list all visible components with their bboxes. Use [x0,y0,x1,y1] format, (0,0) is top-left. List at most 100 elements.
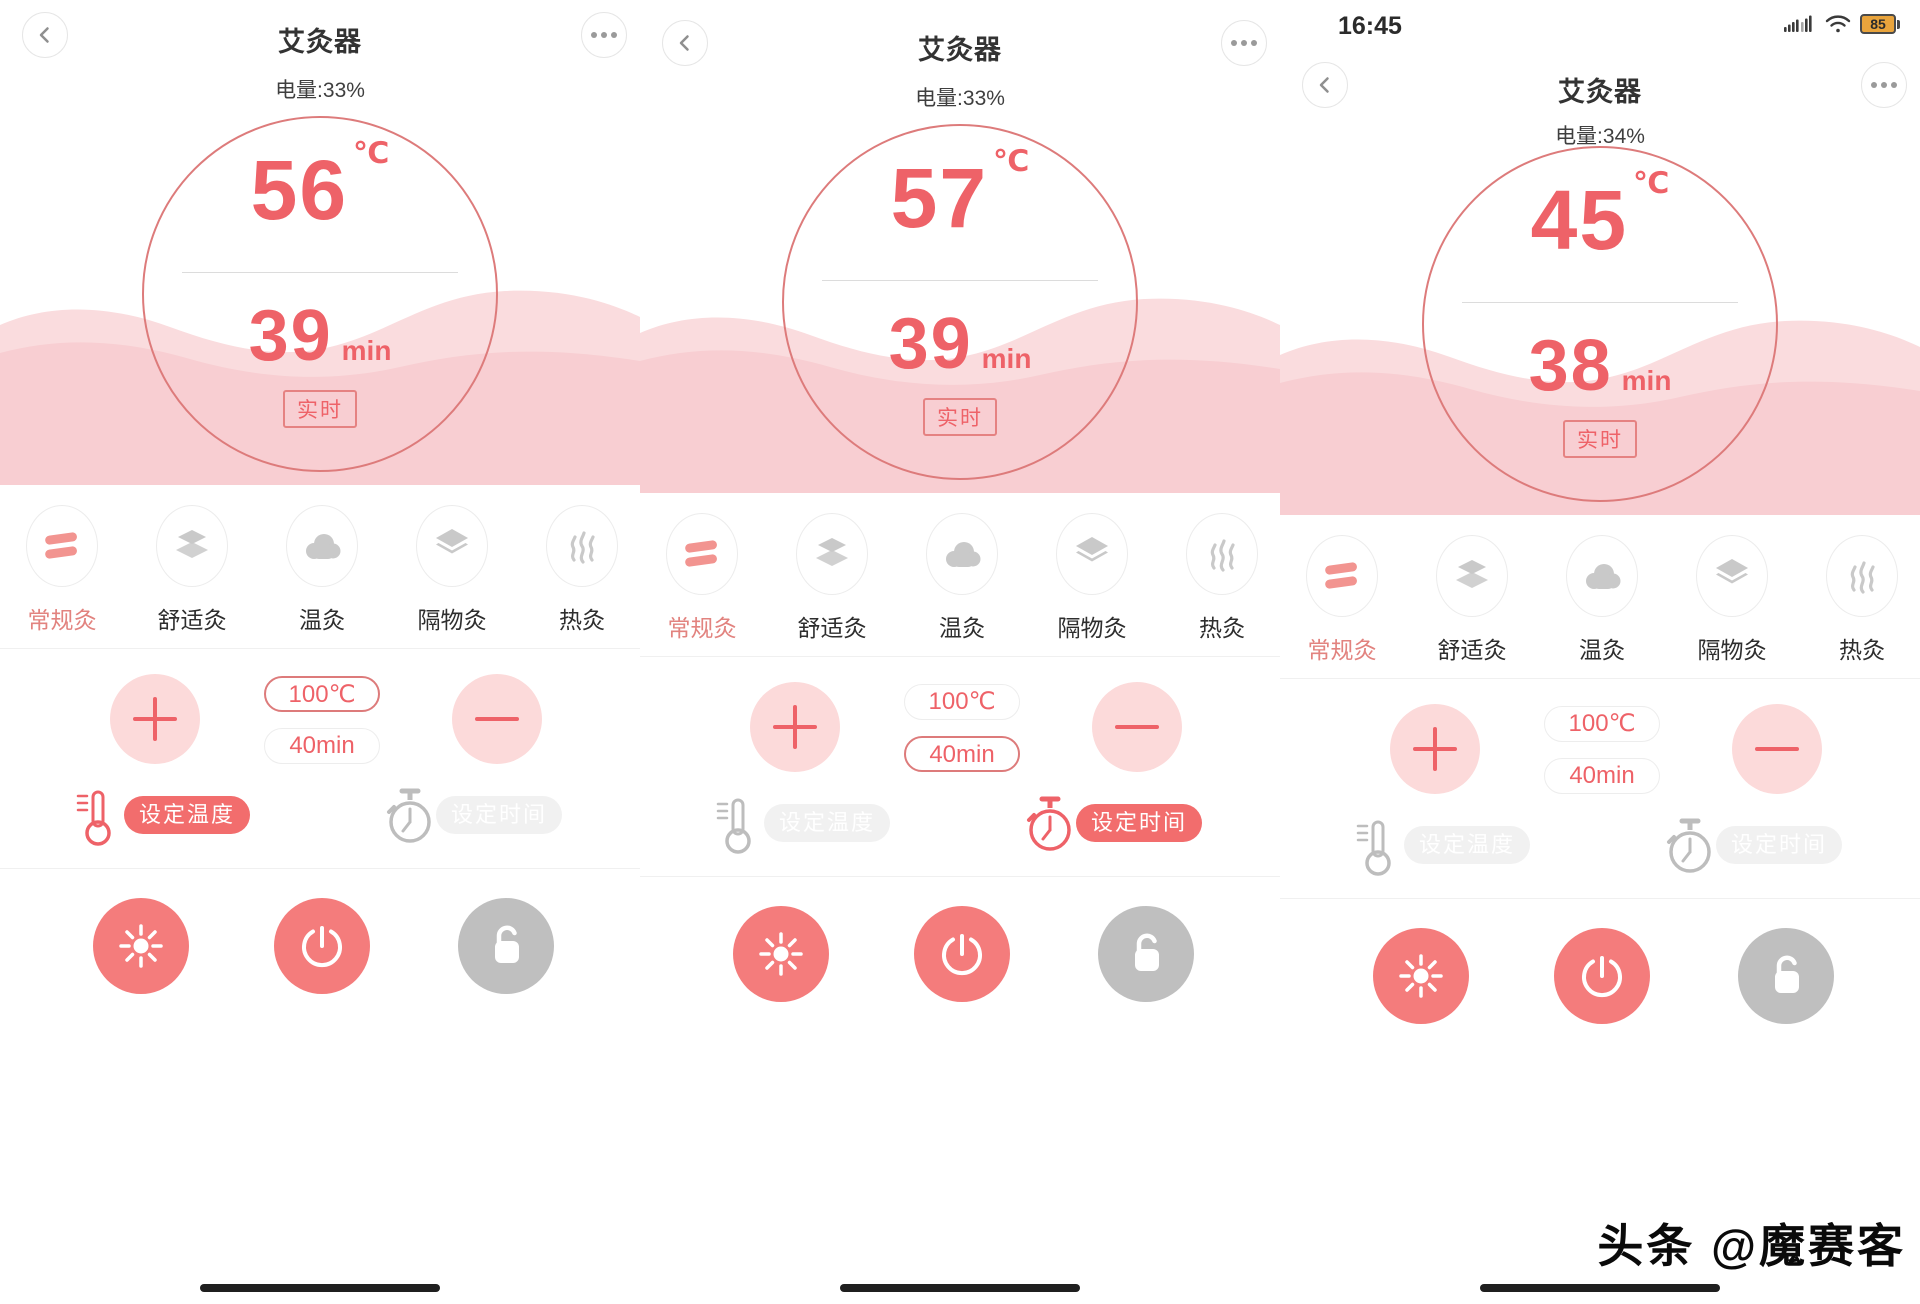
page-title: 艾灸器 [918,35,1002,65]
device-battery-text: 电量:34% [1555,125,1645,148]
mode-item-gewu[interactable]: 隔物灸 [1032,513,1152,643]
thermometer-icon [712,794,758,861]
ellipsis-icon [1871,82,1877,88]
back-button[interactable] [1302,62,1348,108]
mode-item-shushi[interactable]: 舒适灸 [772,513,892,643]
chevron-left-icon [679,35,689,51]
set-time-button[interactable]: 设定时间 [1076,804,1202,842]
increase-button[interactable] [1390,704,1480,794]
lock-button[interactable] [1098,906,1194,1002]
device-battery-text: 电量:33% [915,87,1005,110]
power-button[interactable] [274,898,370,994]
steam-icon [1210,539,1235,572]
more-options-button[interactable] [581,12,627,58]
thermometer-icon [1352,816,1398,883]
ellipsis-icon [1231,40,1237,46]
time-readout: 38 min [1424,330,1776,402]
time-setpoint-pill[interactable]: 40min [1544,758,1660,794]
time-value: 39 [248,296,333,376]
mode-item-changgui[interactable]: 常规灸 [2,505,122,635]
stripes-icon [1325,562,1357,589]
mode-label: 温灸 [1579,637,1625,663]
set-time-button[interactable]: 设定时间 [436,796,562,834]
power-icon [1582,956,1622,998]
page-title: 艾灸器 [1558,77,1642,107]
increase-button[interactable] [110,674,200,764]
section-divider [640,876,1280,877]
stack-icon [436,529,468,554]
power-button[interactable] [914,906,1010,1002]
lock-button[interactable] [1738,928,1834,1024]
set-temperature-button[interactable]: 设定温度 [764,804,890,842]
brightness-button[interactable] [733,906,829,1002]
mode-label: 隔物灸 [417,607,487,633]
layers-icon [816,538,848,566]
decrease-button[interactable] [1732,704,1822,794]
temperature-setpoint-pill[interactable]: 100℃ [904,684,1020,720]
mode-item-gewu[interactable]: 隔物灸 [392,505,512,635]
mode-item-wenjiu[interactable]: 温灸 [902,513,1022,643]
gauge-divider [822,280,1098,281]
sun-icon [1399,954,1443,998]
home-indicator[interactable] [840,1284,1080,1292]
home-indicator[interactable] [1480,1284,1720,1292]
layers-icon [176,530,208,558]
back-button[interactable] [22,12,68,58]
temperature-value: 56 [250,143,349,237]
home-indicator[interactable] [200,1284,440,1292]
mode-item-gewu[interactable]: 隔物灸 [1672,535,1792,665]
mode-label: 常规灸 [27,607,97,633]
layers-icon [1456,560,1488,588]
more-options-button[interactable] [1221,20,1267,66]
cellular-signal-icon [1784,15,1812,32]
set-temperature-button[interactable]: 设定温度 [1404,826,1530,864]
mode-item-shushi[interactable]: 舒适灸 [132,505,252,635]
header: 艾灸器 [640,20,1280,70]
power-button[interactable] [1554,928,1650,1024]
realtime-badge: 实时 [283,390,357,428]
power-icon [302,926,342,968]
stack-icon [1716,559,1748,584]
brightness-button[interactable] [1373,928,1469,1024]
time-setpoint-pill[interactable]: 40min [264,728,380,764]
back-button[interactable] [662,20,708,66]
temperature-unit: ℃ [353,137,390,170]
decrease-button[interactable] [452,674,542,764]
mode-item-wenjiu[interactable]: 温灸 [262,505,382,635]
temperature-value: 57 [890,151,989,245]
mode-item-rejiu[interactable]: 热灸 [1802,535,1920,665]
thermometer-icon [72,786,118,853]
battery-percent: 85 [1870,16,1886,32]
cloud-icon [946,542,981,567]
mode-item-rejiu[interactable]: 热灸 [522,505,642,635]
mode-label: 舒适灸 [797,615,867,641]
mode-item-changgui[interactable]: 常规灸 [1282,535,1402,665]
realtime-badge: 实时 [1563,420,1637,458]
device-screen-2: 艾灸器 电量:33% 57 ℃ 39 min 实时 常规灸 舒适灸 温灸 隔物灸 [640,0,1280,1304]
ellipsis-icon [591,32,597,38]
lock-button[interactable] [458,898,554,994]
status-bar: 16:45 85 [1280,0,1920,48]
brightness-button[interactable] [93,898,189,994]
section-divider [1280,678,1920,679]
time-unit: min [341,335,392,366]
timer-icon [1020,792,1076,859]
mode-item-changgui[interactable]: 常规灸 [642,513,762,643]
time-setpoint-pill[interactable]: 40min [904,736,1020,772]
temperature-readout: 57 ℃ [784,145,1136,245]
set-time-button[interactable]: 设定时间 [1716,826,1842,864]
temperature-readout: 45 ℃ [1424,167,1776,262]
timer-icon [1660,814,1716,881]
set-temperature-button[interactable]: 设定温度 [124,796,250,834]
status-time: 16:45 [1338,12,1402,40]
temperature-setpoint-pill[interactable]: 100℃ [264,676,380,712]
decrease-button[interactable] [1092,682,1182,772]
device-screen-1: 艾灸器 电量:33% 56 ℃ 39 min 实时 常规灸 舒适灸 温灸 隔物灸 [0,0,640,1304]
mode-item-rejiu[interactable]: 热灸 [1162,513,1282,643]
increase-button[interactable] [750,682,840,772]
cloud-icon [1586,564,1621,589]
more-options-button[interactable] [1861,62,1907,108]
temperature-setpoint-pill[interactable]: 100℃ [1544,706,1660,742]
mode-item-wenjiu[interactable]: 温灸 [1542,535,1662,665]
mode-item-shushi[interactable]: 舒适灸 [1412,535,1532,665]
